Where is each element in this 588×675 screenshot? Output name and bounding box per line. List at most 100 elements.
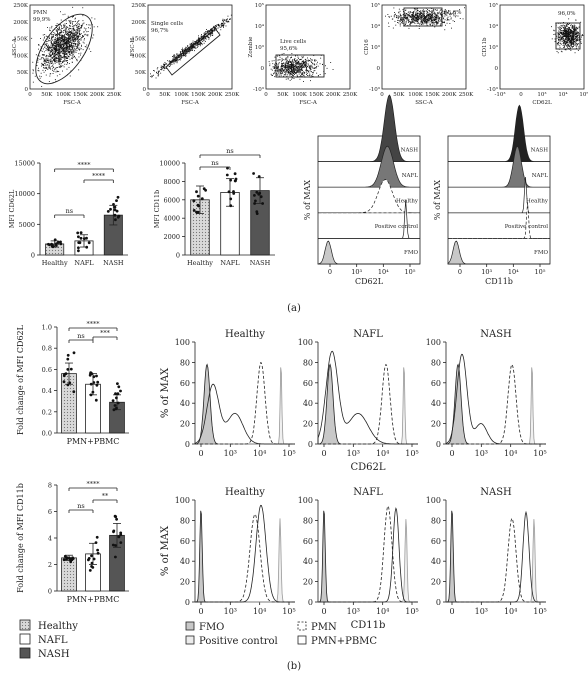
event-dot [574, 29, 576, 31]
y-tick-label: 60 [303, 379, 313, 388]
y-axis-label: MFI CD11b [153, 190, 161, 228]
event-dot [392, 18, 394, 20]
event-dot [296, 67, 297, 68]
event-dot [215, 26, 217, 28]
x-axis-label: FSC-A [181, 100, 200, 106]
event-dot [60, 44, 62, 45]
event-dot [310, 67, 312, 69]
event-dot [293, 68, 295, 69]
event-dot [410, 11, 411, 13]
gate-percent: 96,6% [444, 10, 461, 16]
event-dot [184, 50, 185, 52]
event-dot [49, 30, 51, 31]
event-dot [301, 73, 303, 75]
event-dot [296, 62, 298, 63]
event-dot [76, 47, 78, 49]
event-dot [66, 50, 68, 52]
event-dot [151, 75, 153, 77]
event-dot [576, 45, 578, 47]
event-dot [214, 28, 215, 30]
event-dot [301, 61, 303, 63]
data-point [233, 172, 237, 176]
event-dot [410, 22, 412, 24]
event-dot [418, 15, 420, 17]
event-dot [434, 23, 436, 25]
event-dot [73, 51, 75, 53]
event-dot [413, 20, 415, 22]
y-tick-label: 0.8 [42, 345, 52, 353]
event-dot [56, 49, 57, 51]
event-dot [302, 57, 303, 59]
x-axis-label: FSC-A [299, 100, 318, 106]
event-dot [184, 49, 186, 51]
event-dot [315, 67, 316, 69]
legend-label: Healthy [38, 621, 78, 632]
event-dot [399, 25, 401, 27]
event-dot [48, 56, 50, 57]
event-dot [572, 36, 574, 38]
event-dot [422, 18, 424, 20]
event-dot [49, 67, 51, 69]
data-point [47, 242, 50, 246]
event-dot [44, 34, 46, 35]
data-point [113, 404, 117, 407]
event-dot [422, 9, 424, 11]
event-dot [71, 22, 73, 24]
event-dot [45, 43, 47, 45]
event-dot [310, 68, 311, 70]
event-dot [407, 13, 409, 15]
data-point [66, 357, 70, 361]
event-dot [286, 69, 288, 71]
event-dot [60, 63, 62, 64]
event-dot [283, 75, 285, 77]
event-dot [273, 60, 275, 62]
event-dot [54, 37, 56, 39]
event-dot [56, 48, 58, 50]
x-tick-label: 10⁴ [376, 449, 389, 458]
event-dot [277, 69, 279, 71]
event-dot [577, 31, 578, 33]
event-dot [54, 44, 56, 46]
event-dot [69, 54, 71, 55]
event-dot [454, 21, 455, 22]
event-dot [74, 32, 76, 34]
event-dot [422, 20, 423, 22]
event-dot [566, 32, 568, 34]
data-point [72, 351, 76, 355]
event-dot [419, 23, 421, 25]
event-dot [48, 39, 49, 41]
event-dot [296, 70, 298, 72]
event-dot [203, 42, 205, 44]
event-dot [220, 29, 222, 31]
gate-name: Single cells [151, 21, 183, 27]
event-dot [76, 30, 78, 32]
event-dot [296, 63, 298, 65]
event-dot [416, 19, 418, 21]
event-dot [396, 16, 398, 18]
event-dot [571, 44, 573, 45]
event-dot [287, 66, 289, 68]
event-dot [397, 18, 399, 19]
data-point [116, 195, 120, 199]
event-dot [214, 27, 216, 29]
event-dot [193, 44, 195, 46]
event-dot [578, 35, 580, 36]
event-dot [436, 22, 437, 24]
fmo-trace [446, 510, 546, 603]
event-dot [560, 38, 562, 39]
data-point [65, 557, 68, 561]
data-point [116, 382, 119, 385]
event-dot [303, 66, 305, 67]
event-dot [64, 63, 66, 65]
event-dot [65, 32, 67, 33]
event-dot [63, 51, 65, 53]
event-dot [571, 32, 573, 34]
event-dot [282, 59, 284, 61]
event-dot [293, 58, 295, 60]
event-dot [274, 64, 276, 66]
x-tick-label: 0 [449, 449, 454, 458]
event-dot [85, 28, 87, 30]
event-dot [434, 12, 436, 14]
event-dot [48, 50, 50, 52]
